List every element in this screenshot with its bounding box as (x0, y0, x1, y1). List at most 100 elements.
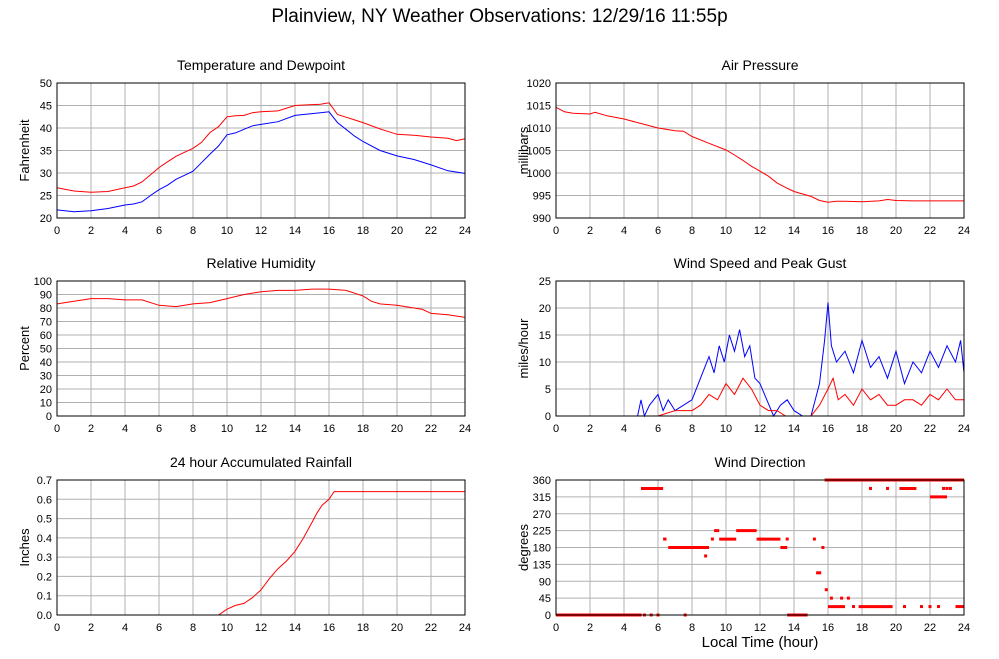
x-tick-label: 14 (788, 423, 800, 435)
x-tick-label: 20 (890, 622, 902, 634)
x-tick-label: 12 (754, 622, 766, 634)
x-tick-label: 18 (856, 423, 868, 435)
x-tick-label: 22 (425, 423, 437, 435)
x-tick-label: 4 (122, 622, 128, 634)
x-tick-label: 8 (190, 225, 196, 237)
x-tick-label: 20 (890, 225, 902, 237)
y-axis-label: Inches (17, 528, 32, 567)
plot-frame (56, 280, 466, 417)
x-tick-label: 20 (890, 423, 902, 435)
y-tick-label: 20 (40, 213, 52, 225)
chart-title: Wind Direction (714, 454, 805, 470)
x-tick-label: 12 (255, 225, 267, 237)
x-tick-label: 22 (924, 622, 936, 634)
direction-point (886, 486, 889, 490)
x-tick-label: 12 (255, 622, 267, 634)
direction-point (942, 486, 946, 490)
y-tick-label: 1020 (527, 78, 551, 90)
x-tick-label: 14 (788, 622, 800, 634)
x-tick-label: 0 (54, 423, 60, 435)
x-tick-label: 0 (553, 225, 559, 237)
chart-title: Air Pressure (721, 57, 798, 73)
x-tick-label: 4 (122, 423, 128, 435)
x-tick-label: 8 (190, 423, 196, 435)
x-tick-label: 0 (54, 622, 60, 634)
x-tick-label: 4 (122, 225, 128, 237)
x-tick-label: 18 (357, 622, 369, 634)
x-tick-label: 10 (720, 225, 732, 237)
x-tick-label: 22 (924, 225, 936, 237)
y-tick-label: 1005 (527, 146, 551, 158)
y-axis-label: Fahrenheit (17, 119, 32, 182)
direction-point (840, 596, 844, 600)
direction-point (821, 546, 825, 549)
x-tick-label: 12 (754, 423, 766, 435)
direction-point (928, 605, 932, 609)
series-line-1 (555, 106, 964, 203)
direction-point (937, 605, 940, 609)
direction-point (903, 605, 906, 609)
y-tick-label: 20 (539, 303, 551, 315)
direction-point (704, 554, 708, 558)
y-tick-label: 135 (533, 559, 551, 571)
chart-title: Temperature and Dewpoint (177, 57, 345, 73)
y-tick-label: 10 (40, 398, 52, 410)
direction-point (945, 486, 949, 490)
x-tick-label: 10 (221, 423, 233, 435)
y-axis-label: Percent (17, 326, 32, 371)
y-tick-label: 20 (40, 384, 52, 396)
x-tick-label: 6 (156, 225, 162, 237)
x-tick-label: 24 (459, 423, 471, 435)
x-tick-label: 0 (553, 423, 559, 435)
series-line-2 (56, 111, 466, 213)
y-tick-label: 40 (40, 357, 52, 369)
series-line-1 (57, 491, 465, 616)
chart-title: Wind Speed and Peak Gust (674, 255, 847, 271)
y-tick-label: 0 (46, 411, 52, 423)
x-tick-label: 18 (357, 225, 369, 237)
x-tick-label: 4 (621, 423, 627, 435)
x-tick-label: 16 (323, 423, 335, 435)
x-tick-label: 6 (655, 423, 661, 435)
y-tick-label: 5 (545, 384, 551, 396)
x-tick-label: 8 (689, 423, 695, 435)
x-tick-label: 2 (88, 622, 94, 634)
x-tick-label: 20 (391, 622, 403, 634)
y-tick-label: 45 (40, 101, 52, 113)
x-tick-label: 10 (221, 622, 233, 634)
y-tick-label: 35 (40, 146, 52, 158)
y-tick-label: 10 (539, 357, 551, 369)
y-tick-label: 0.5 (37, 514, 52, 526)
x-tick-label: 16 (323, 225, 335, 237)
y-tick-label: 360 (533, 475, 551, 487)
x-tick-label: 12 (255, 423, 267, 435)
x-tick-label: 6 (655, 622, 661, 634)
temperature-chart: 0 2 4 6 8 10 12 14 16 18 20 22 2420253035404550Tempe… (17, 57, 471, 237)
direction-point (846, 596, 850, 600)
y-tick-label: 15 (539, 330, 551, 342)
y-tick-label: 1000 (527, 168, 551, 180)
plot-frame (555, 479, 965, 616)
y-tick-label: 70 (40, 317, 52, 329)
y-tick-label: 0.2 (37, 571, 52, 583)
x-tick-label: 16 (822, 225, 834, 237)
y-tick-label: 25 (539, 276, 551, 288)
x-axis-label: Local Time (hour) (701, 634, 819, 651)
x-tick-label: 16 (822, 622, 834, 634)
y-tick-label: 100 (34, 276, 52, 288)
y-axis-label: degrees (516, 524, 531, 571)
y-tick-label: 30 (40, 168, 52, 180)
x-tick-label: 8 (190, 622, 196, 634)
direction-point (869, 486, 872, 490)
plot-frame (555, 280, 965, 417)
x-tick-label: 14 (788, 225, 800, 237)
x-tick-label: 14 (289, 622, 301, 634)
x-tick-label: 14 (289, 225, 301, 237)
direction-point (948, 486, 952, 490)
y-tick-label: 0.7 (37, 475, 52, 487)
x-tick-label: 24 (459, 622, 471, 634)
series-line-1 (56, 102, 466, 193)
y-tick-label: 90 (539, 576, 551, 588)
